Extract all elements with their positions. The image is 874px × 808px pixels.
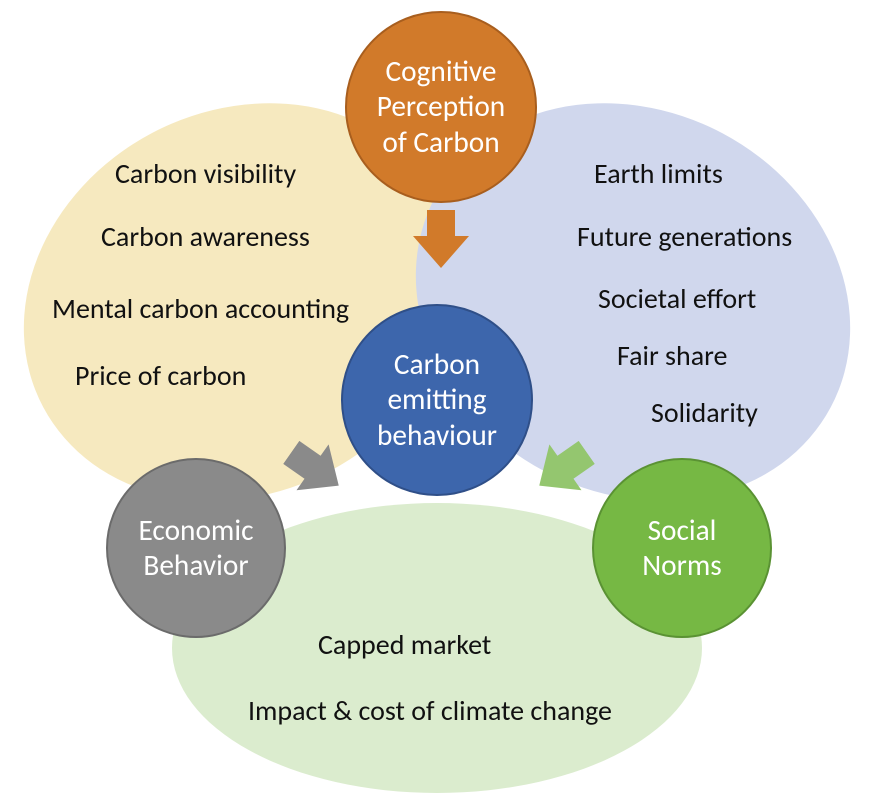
diagram-stage: Carbonemittingbehaviour CognitivePercept… xyxy=(0,0,874,808)
arrow-top xyxy=(413,210,469,268)
label-right-2: Societal effort xyxy=(598,281,756,316)
circle-center-label: Carbonemittingbehaviour xyxy=(377,347,497,453)
circle-right: SocialNorms xyxy=(592,458,772,638)
circle-left: EconomicBehavior xyxy=(106,458,286,638)
label-left-1: Carbon awareness xyxy=(101,219,310,254)
label-left-0: Carbon visibility xyxy=(115,156,296,191)
circle-left-label: EconomicBehavior xyxy=(139,513,254,583)
circle-right-label: SocialNorms xyxy=(642,513,722,583)
label-right-0: Earth limits xyxy=(594,156,723,191)
label-bottom-0: Capped market xyxy=(318,627,491,662)
label-bottom-1: Impact & cost of climate change xyxy=(248,693,612,728)
label-right-3: Fair share xyxy=(617,338,727,373)
circle-top: CognitivePerceptionof Carbon xyxy=(345,11,537,203)
circle-top-label: CognitivePerceptionof Carbon xyxy=(377,54,505,160)
label-left-3: Price of carbon xyxy=(75,358,246,393)
circle-center: Carbonemittingbehaviour xyxy=(341,304,533,496)
label-right-1: Future generations xyxy=(577,219,792,254)
label-left-2: Mental carbon accounting xyxy=(52,291,349,326)
label-right-4: Solidarity xyxy=(651,395,758,430)
